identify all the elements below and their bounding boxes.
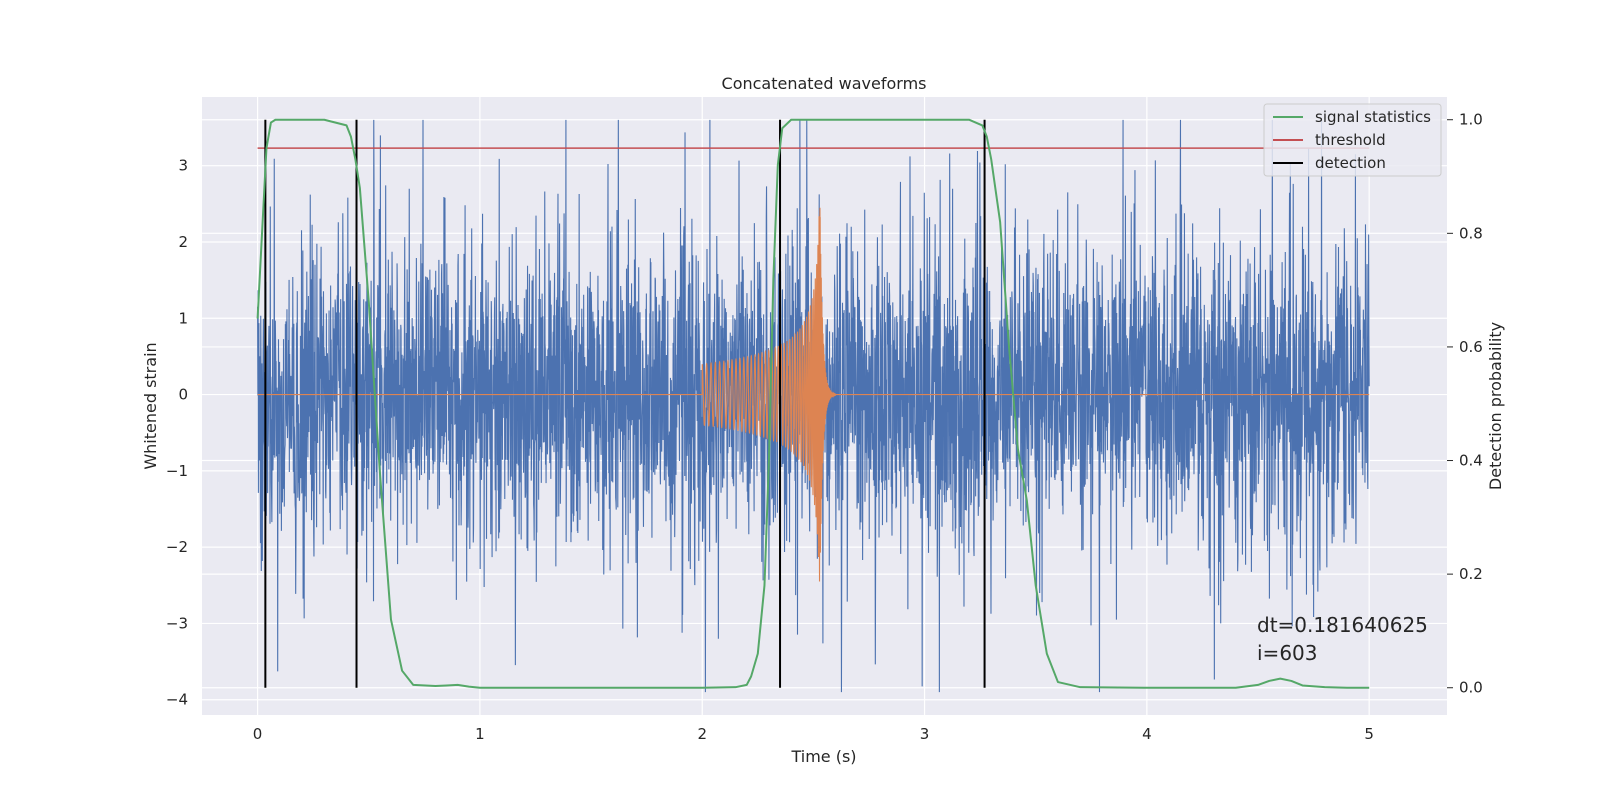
- x-tick-label: 5: [1364, 725, 1374, 743]
- injection-layer: [257, 207, 1370, 582]
- x-tick-label: 4: [1142, 725, 1152, 743]
- right-axis-label: Detection probability: [1486, 322, 1505, 490]
- y-tick-label: −4: [166, 691, 188, 709]
- annotation-dt: dt=0.181640625: [1257, 613, 1428, 637]
- x-axis-label: Time (s): [790, 747, 856, 766]
- x-axis-ticks: 0 1 2 3 4 5: [253, 725, 1374, 743]
- legend-label-detection: detection: [1315, 154, 1386, 172]
- y-tick-label: 1: [178, 309, 188, 327]
- right-tick-label: 0.0: [1459, 679, 1483, 697]
- legend-label-signal-statistics: signal statistics: [1315, 108, 1431, 126]
- right-tick-label: 1.0: [1459, 111, 1483, 129]
- y-tick-label: 3: [178, 157, 188, 175]
- y-axis-ticks: −4 −3 −2 −1 0 1 2 3: [166, 157, 188, 709]
- detection-layer: [264, 119, 986, 688]
- injection-trace-line: [257, 207, 1370, 582]
- x-tick-label: 1: [475, 725, 485, 743]
- chart-title: Concatenated waveforms: [722, 74, 927, 93]
- annotation-i: i=603: [1257, 641, 1318, 665]
- y-tick-label: −1: [166, 462, 188, 480]
- y-tick-label: −3: [166, 614, 188, 632]
- x-tick-label: 3: [920, 725, 930, 743]
- right-tick-label: 0.6: [1459, 338, 1483, 356]
- right-tick-label: 0.2: [1459, 565, 1483, 583]
- legend: signal statistics threshold detection: [1263, 103, 1442, 177]
- right-axis-ticks: 0.0 0.2 0.4 0.6 0.8 1.0: [1447, 111, 1483, 697]
- x-tick-label: 2: [697, 725, 707, 743]
- legend-box: [1263, 103, 1442, 177]
- legend-label-threshold: threshold: [1315, 131, 1386, 149]
- right-tick-label: 0.4: [1459, 452, 1483, 470]
- signal-statistics-line: [256, 118, 1370, 689]
- y-tick-label: 0: [178, 386, 188, 404]
- x-tick-label: 0: [253, 725, 263, 743]
- y-tick-label: 2: [178, 233, 188, 251]
- y-tick-label: −2: [166, 538, 188, 556]
- signal-statistics-layer: [256, 118, 1370, 689]
- right-tick-label: 0.8: [1459, 224, 1483, 242]
- y-axis-label: Whitened strain: [141, 342, 160, 469]
